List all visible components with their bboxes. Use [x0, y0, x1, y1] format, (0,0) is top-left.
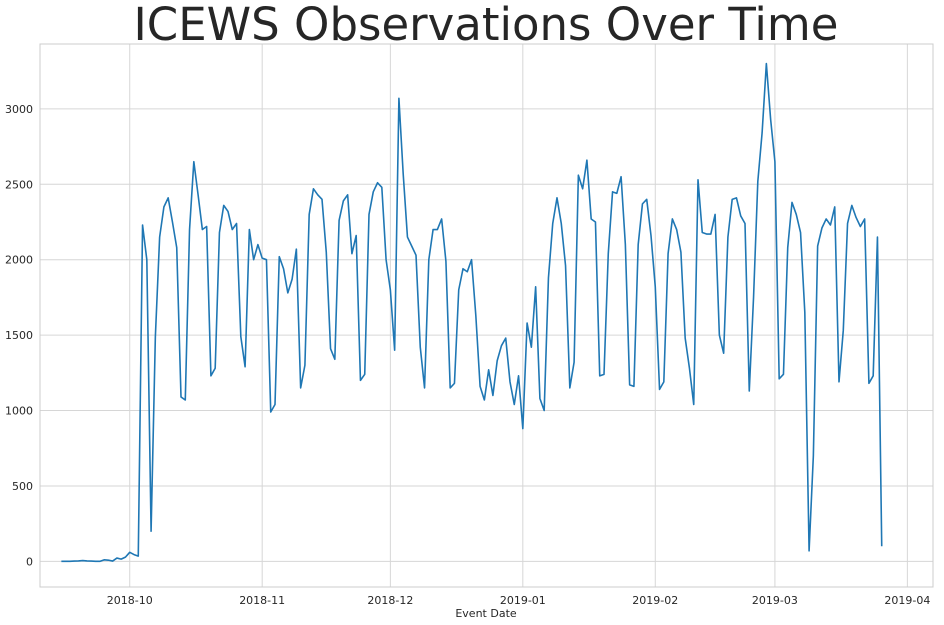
x-axis-label: Event Date [455, 607, 517, 620]
x-tick-label: 2018-11 [239, 594, 285, 607]
plot-frame [39, 43, 934, 588]
x-tick-label: 2019-02 [632, 594, 678, 607]
y-tick-label: 2000 [5, 254, 33, 267]
x-tick-label: 2019-01 [500, 594, 546, 607]
x-axis: 2018-10 2018-11 2018-12 2019-01 2019-02 2019-… [107, 594, 931, 607]
x-tick-label: 2018-12 [367, 594, 413, 607]
y-tick-label: 0 [26, 555, 33, 568]
y-tick-label: 500 [12, 480, 33, 493]
x-tick-label: 2018-10 [107, 594, 153, 607]
y-tick-label: 3000 [5, 103, 33, 116]
y-tick-label: 1500 [5, 329, 33, 342]
x-tick-label: 2019-04 [884, 594, 930, 607]
y-tick-label: 2500 [5, 178, 33, 191]
y-axis: 0 500 1000 1500 2000 2500 3000 [5, 103, 33, 569]
grid [40, 44, 933, 587]
chart-title: ICEWS Observations Over Time [134, 0, 839, 51]
x-tick-label: 2019-03 [752, 594, 798, 607]
y-tick-label: 1000 [5, 405, 33, 418]
series-line [61, 62, 883, 563]
